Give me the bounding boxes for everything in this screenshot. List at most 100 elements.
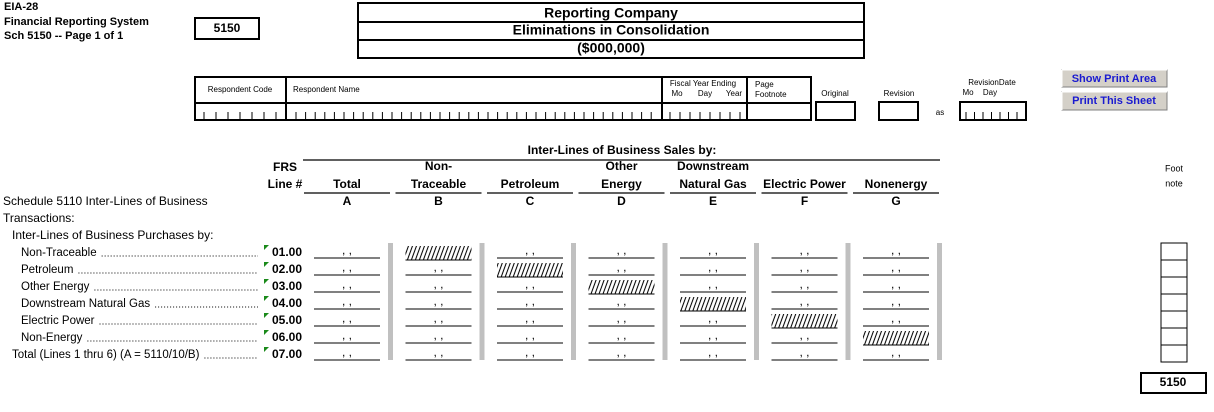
cell-input: , , <box>891 294 901 308</box>
field-label: Revision <box>884 89 915 98</box>
cell-input: , , <box>799 294 809 308</box>
column-letter: B <box>434 194 443 208</box>
cell-input: , , <box>525 328 535 342</box>
column-separator <box>388 243 393 360</box>
cell-input: , , <box>616 328 626 342</box>
footnote-header: Foot <box>1165 163 1184 173</box>
column-header: Downstream <box>677 159 749 173</box>
cell-input: , , <box>525 243 535 257</box>
column-letter: A <box>343 194 352 208</box>
footer-box <box>1140 372 1207 394</box>
cell-input: , , <box>433 311 443 325</box>
cell-input: , , <box>342 345 352 359</box>
button[interactable]: Show Print Area <box>1061 69 1168 88</box>
column-separator <box>845 243 851 360</box>
cell-input: , , <box>799 345 809 359</box>
line-number: 05.00 <box>272 313 302 327</box>
row-label: Non-Traceable <box>21 247 97 259</box>
cell-input: , , <box>616 345 626 359</box>
column-header: Non- <box>425 159 452 173</box>
row-label: Other Energy <box>21 281 90 293</box>
field-label: Mo <box>671 89 683 98</box>
title-line: Eliminations in Consolidation <box>513 22 710 38</box>
section-title: Schedule 5110 Inter-Lines of Business <box>3 194 208 208</box>
cell-input: , , <box>433 294 443 308</box>
field-label: Original <box>821 89 849 98</box>
group-header: Inter-Lines of Business Sales by: <box>528 143 717 157</box>
cell-input: , , <box>616 294 626 308</box>
cell-input: , , <box>525 277 535 291</box>
field-label: Respondent Code <box>208 85 273 94</box>
column-header: Petroleum <box>501 177 560 191</box>
footnote-cell <box>1160 293 1188 312</box>
cell-input: , , <box>799 328 809 342</box>
row-label: Downstream Natural Gas <box>21 298 150 310</box>
cell-flag <box>264 245 269 250</box>
column-header: Nonenergy <box>865 177 928 191</box>
blocked-cell <box>405 246 472 260</box>
line-number: 01.00 <box>272 245 302 259</box>
cell-input: , , <box>708 328 718 342</box>
blocked-cell <box>771 314 838 328</box>
column-separator <box>754 243 759 360</box>
section-title: Transactions: <box>3 211 75 225</box>
row-label: Non-Energy <box>21 332 83 344</box>
cell-input: , , <box>342 243 352 257</box>
cell-flag <box>264 330 269 335</box>
footnote-cell <box>1160 259 1188 278</box>
blocked-cell <box>680 297 746 311</box>
column-letter: E <box>709 194 717 208</box>
cell-flag <box>264 279 269 284</box>
title-line: ($000,000) <box>577 40 645 56</box>
page-info: Sch 5150 -- Page 1 of 1 <box>4 30 123 42</box>
column-header: Electric Power <box>763 177 846 191</box>
button[interactable]: Print This Sheet <box>1061 91 1168 111</box>
line-number: 02.00 <box>272 262 302 276</box>
blocked-cell <box>497 263 563 277</box>
cell-input: , , <box>342 328 352 342</box>
cell-input: , , <box>708 260 718 274</box>
title-line: Reporting Company <box>544 5 678 21</box>
cell-input: , , <box>708 243 718 257</box>
line-number: 07.00 <box>272 347 302 361</box>
button-label[interactable]: Print This Sheet <box>1072 95 1156 107</box>
cell-flag <box>264 296 269 301</box>
field-label: Page <box>755 80 774 89</box>
subsection-title: Inter-Lines of Business Purchases by: <box>12 228 213 242</box>
cell-flag <box>264 347 269 352</box>
cell-input: , , <box>799 260 809 274</box>
cell-input: , , <box>708 345 718 359</box>
cell-input: , , <box>891 311 901 325</box>
button-label[interactable]: Show Print Area <box>1072 73 1157 85</box>
cell-input: , , <box>342 277 352 291</box>
cell-flag <box>264 313 269 318</box>
column-separator <box>937 243 942 360</box>
cell-input: , , <box>342 260 352 274</box>
field-label: Day <box>983 88 997 97</box>
column-letter: D <box>617 194 626 208</box>
footnote-cell <box>1160 276 1188 295</box>
cell-input: , , <box>525 345 535 359</box>
cell-input: , , <box>342 311 352 325</box>
cell-input: , , <box>433 277 443 291</box>
form-id: EIA-28 <box>4 1 38 13</box>
blocked-cell <box>588 280 655 294</box>
line-number: 03.00 <box>272 279 302 293</box>
footer-number: 5150 <box>1160 375 1187 389</box>
line-number: 06.00 <box>272 330 302 344</box>
cell-input: , , <box>708 311 718 325</box>
cell-input: , , <box>891 243 901 257</box>
cell-input: , , <box>891 260 901 274</box>
column-header: Total <box>333 177 361 191</box>
cell-input: , , <box>799 277 809 291</box>
column-header: Traceable <box>411 177 467 191</box>
line-header: FRS <box>273 160 297 174</box>
column-header: Natural Gas <box>679 177 747 191</box>
respondent-row <box>194 76 1027 121</box>
schedule-number: 5150 <box>214 21 241 35</box>
column-header: Energy <box>601 177 642 191</box>
column-letter: G <box>891 194 900 208</box>
row-label: Petroleum <box>21 264 73 276</box>
field-label: as <box>936 108 944 117</box>
cell-input: , , <box>891 277 901 291</box>
